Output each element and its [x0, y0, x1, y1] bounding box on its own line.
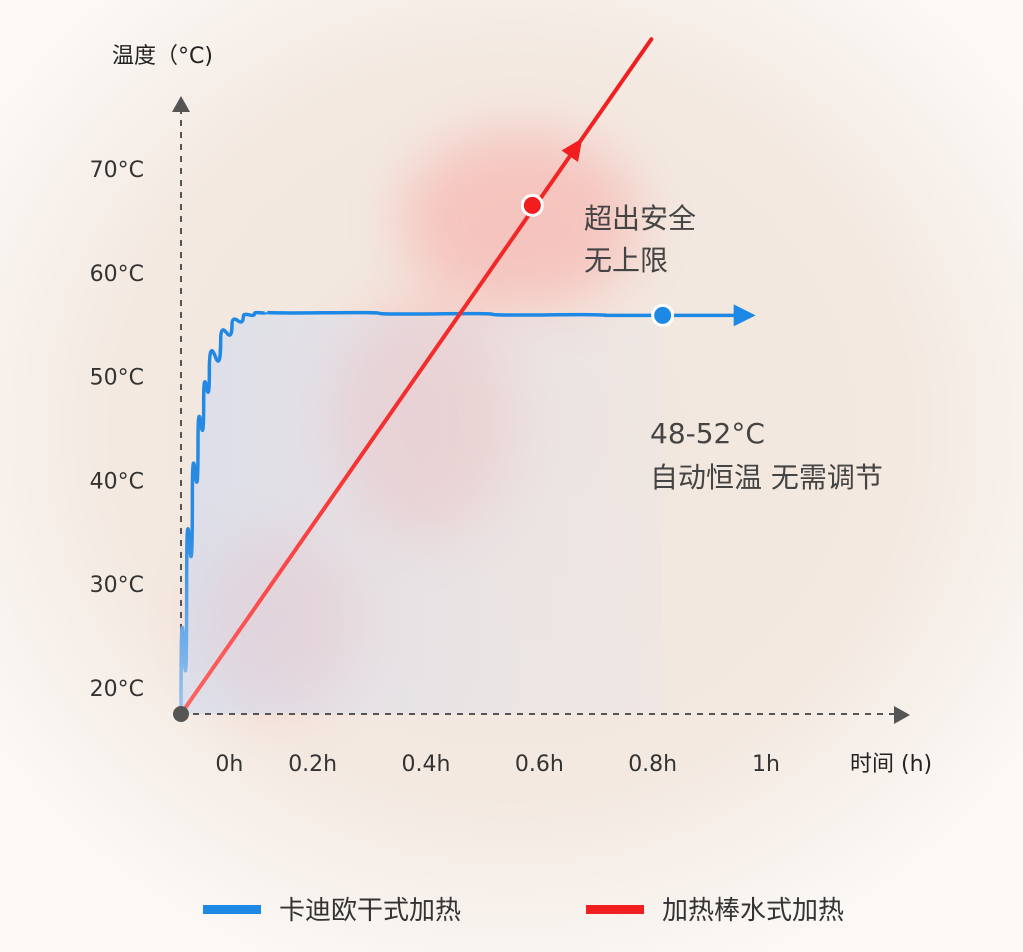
x-tick-label: 0h: [215, 752, 243, 777]
y-tick-label: 50°C: [90, 366, 144, 391]
x-tick-label: 1h: [752, 752, 780, 777]
y-tick-label: 30°C: [90, 573, 144, 598]
x-axis-title: 时间 (h): [850, 752, 932, 777]
annotation-red-line2: 无上限: [584, 244, 668, 277]
legend-swatch-blue: [203, 905, 261, 914]
y-axis-title: 温度（°C): [112, 44, 213, 69]
blue-area-fill: [181, 312, 663, 714]
x-tick-label: 0.4h: [402, 752, 451, 777]
red-glow-top: [400, 130, 640, 310]
legend-label-red: 加热棒水式加热: [662, 896, 844, 926]
y-tick-label: 60°C: [90, 262, 144, 287]
y-tick-label: 70°C: [90, 158, 144, 183]
marker-blue: [651, 303, 675, 327]
annotation-blue-line2: 自动恒温 无需调节: [650, 461, 883, 494]
origin-point: [173, 706, 189, 722]
labels: 20°C 30°C 40°C 50°C 60°C 70°C 0h 0.2h 0.4h 0.6h 0.…: [90, 44, 932, 777]
x-tick-label: 0.2h: [288, 752, 337, 777]
series-arrow-red: [561, 138, 583, 162]
series-lines: [173, 37, 756, 722]
legend-swatch-red: [586, 905, 644, 914]
legend: 卡迪欧干式加热 加热棒水式加热: [203, 896, 844, 926]
axes: [172, 96, 910, 724]
blue-area: [181, 312, 663, 714]
annotation-red-line1: 超出安全: [584, 202, 696, 235]
series-arrow-blue: [733, 304, 756, 327]
legend-label-blue: 卡迪欧干式加热: [279, 896, 461, 926]
x-tick-label: 0.6h: [515, 752, 564, 777]
x-axis-arrow: [894, 706, 910, 724]
marker-red: [520, 193, 544, 217]
annotation-blue-line1: 48-52°C: [650, 417, 765, 450]
y-tick-label: 40°C: [90, 469, 144, 494]
x-tick-label: 0.8h: [628, 752, 677, 777]
y-axis-arrow: [172, 96, 190, 112]
y-tick-label: 20°C: [90, 677, 144, 702]
series-line-blue: [179, 310, 750, 716]
